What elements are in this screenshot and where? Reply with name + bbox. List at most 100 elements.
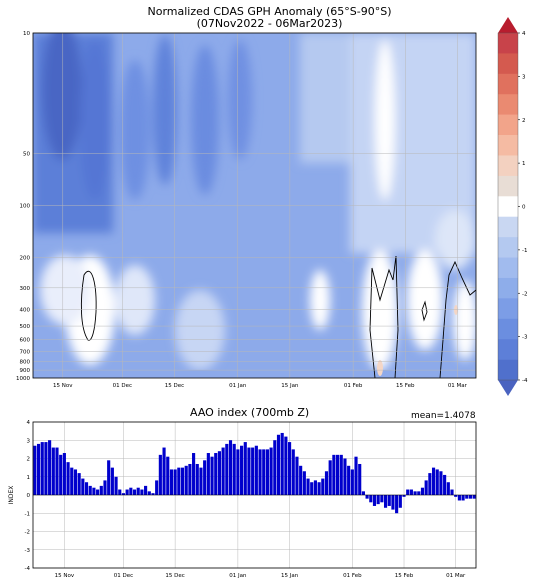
colorbar-tick-label: 4 [522,31,526,37]
aao-bar [317,482,321,495]
aao-bar [354,456,358,495]
aao-bar [347,465,351,495]
aao-bar [225,443,229,495]
heatmap-x-tick-label: 01 Mar [448,383,468,389]
aao-bar [180,467,185,496]
colorbar-segment [498,196,518,218]
aao-bar [36,443,41,495]
aao-bar [195,463,199,495]
aao-bar [306,478,310,495]
aao-bar [413,491,417,495]
aao-bar [365,495,369,499]
colorbar-segment [498,257,518,279]
aao-bar [166,456,170,495]
heatmap-x-tick-labels: 15 Nov 01 Dec 15 Dec 01 Jan 15 Jan 01 Feb 15 F… [53,383,468,389]
aao-bar [243,442,247,495]
heatmap-x-tick-label: 01 Jan [229,383,247,389]
aao-bar [81,478,85,495]
aao-bar [402,495,406,497]
aao-bar [114,476,118,495]
aao-x-tick-label: 01 Feb [343,573,362,579]
aao-bar [217,451,221,495]
aao-x-tick-label: 01 Dec [114,573,133,579]
aao-bar [443,474,447,495]
heatmap-field [33,33,476,378]
aao-bar [177,467,181,496]
heatmap-y-tick-label: 700 [20,349,31,355]
aao-bar [55,447,59,495]
colorbar-segment [498,216,518,238]
aao-bar [299,465,303,495]
aao-bar [361,491,365,495]
aao-bar [99,485,103,496]
aao-bar [203,460,207,495]
colorbar-tick-label: -1 [522,248,527,254]
aao-bar [472,495,476,499]
aao-bar [155,480,159,495]
aao-bar [454,495,458,497]
aao-mean-label: mean=1.4078 [411,411,476,421]
heatmap-x-tick-label: 15 Feb [396,383,415,389]
colorbar-min-extend [498,380,518,396]
aao-bar [169,469,174,495]
aao-y-tick-label: 1 [27,475,31,481]
aao-plot-frame [32,421,477,569]
heatmap-x-tick-label: 15 Dec [165,383,184,389]
aao-bar [88,485,92,496]
heatmap-y-tick-labels: 10 50 100 200 300 400 500 600 700 800 900 1000 [16,31,30,382]
aao-bar [431,467,436,496]
colorbar-segment [498,318,518,340]
aao-bar [417,491,421,495]
aao-bar [144,485,148,496]
aao-bar [66,462,70,495]
aao-bar [295,456,299,495]
aao-bar [446,482,450,495]
aao-bar [173,469,177,495]
aao-bar [103,480,107,495]
heatmap-x-tick-label: 15 Jan [281,383,299,389]
heatmap-y-tick-label: 800 [20,359,31,365]
aao-title: AAO index (700mb Z) [190,406,310,419]
aao-y-axis-label: INDEX [8,486,15,505]
aao-bar [406,489,410,495]
aao-bar [332,454,336,495]
aao-bar [51,447,55,495]
aao-bar [328,460,332,495]
colorbar-max-extend [498,17,518,33]
aao-bar [435,469,439,495]
aao-bar [335,454,340,495]
aao-bar [350,469,354,495]
aao-bar [62,453,66,495]
aao-bar [339,454,343,495]
heatmap-x-tick-label: 01 Dec [113,383,132,389]
heatmap-y-tick-label: 600 [20,338,31,344]
aao-bar [457,495,461,501]
aao-bar [206,453,210,495]
heatmap-x-tick-label: 01 Feb [344,383,363,389]
aao-bar [428,473,432,495]
aao-bar [151,493,155,495]
aao-bar [280,432,284,495]
aao-bar [439,471,443,495]
aao-bar [210,456,214,495]
aao-bar [288,442,292,495]
aao-bar [468,495,473,499]
aao-y-tick-label: -2 [25,530,30,536]
colorbar-segment [498,73,518,95]
aao-bar [73,469,78,495]
colorbar-tick-label: -3 [522,335,528,341]
aao-bar [254,445,258,495]
aao-bar [262,449,266,496]
colorbar-segment [498,155,518,177]
aao-bar [240,445,244,495]
colorbar: 4 3 2 1 0 -1 -2 -3 -4 [497,17,528,396]
colorbar-segment [498,298,518,320]
aao-bar [132,489,137,495]
colorbar-tick-label: 2 [522,118,526,124]
heatmap-y-tick-label: 300 [20,286,31,292]
heatmap-title: Normalized CDAS GPH Anomaly (65°S-90°S) [147,5,392,18]
aao-bar [121,493,126,495]
aao-bar [136,487,140,495]
aao-bar [420,487,425,495]
